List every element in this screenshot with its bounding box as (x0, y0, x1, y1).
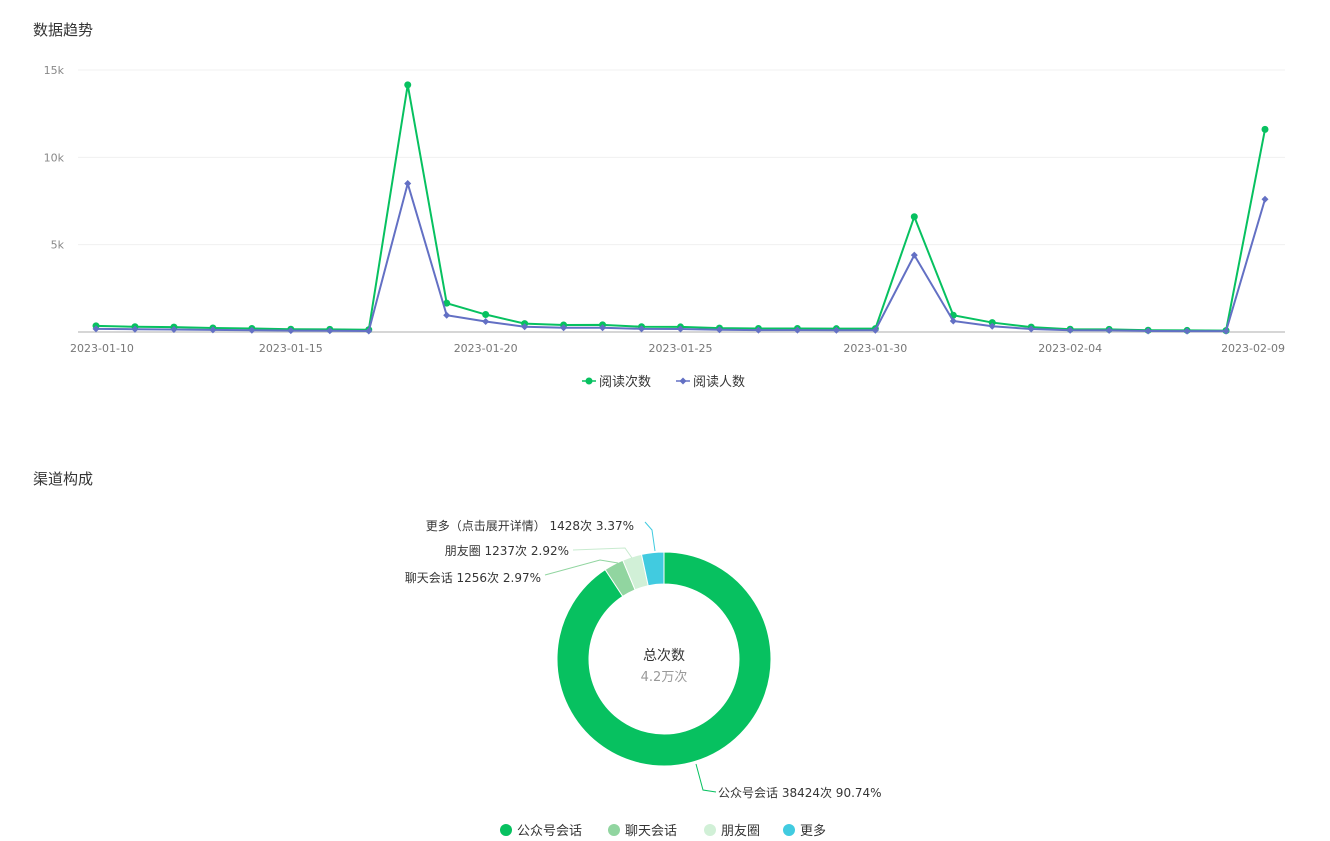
readers-data-point (248, 326, 256, 334)
donut-slice-1 (556, 551, 772, 767)
donut-center-value: 4.2万次 (641, 669, 688, 685)
readers-data-point (92, 325, 100, 333)
readers-data-point (1183, 327, 1191, 335)
x-tick-label: 2023-02-09 (1221, 342, 1285, 355)
readers-data-point (677, 325, 684, 333)
readers-data-point (988, 322, 996, 330)
readers-data-point (404, 180, 412, 188)
reads-data-point (910, 213, 918, 221)
donut-legend-label: 更多 (800, 823, 826, 839)
readers-data-point (599, 324, 607, 332)
readers-data-point (287, 327, 295, 335)
reads-data-point (443, 299, 451, 307)
readers-data-point (910, 251, 918, 259)
y-tick-label: 10k (44, 151, 65, 164)
readers-data-point (1261, 195, 1269, 203)
reads-data-point (482, 311, 490, 319)
legend-label: 阅读人数 (693, 375, 745, 390)
x-tick-label: 2023-01-30 (843, 342, 907, 355)
readers-data-point (1066, 326, 1074, 334)
slice-label: 公众号会话 38424次 90.74% (718, 786, 882, 800)
slice-leader-line (572, 547, 633, 559)
x-tick-label: 2023-01-15 (259, 342, 323, 355)
slice-leader-line (695, 763, 717, 793)
donut-legend-marker (500, 824, 512, 836)
donut-slice-4 (640, 551, 665, 587)
x-tick-label: 2023-02-04 (1038, 342, 1102, 355)
readers-data-point (1144, 327, 1152, 335)
reads-data-point (1261, 125, 1269, 133)
donut-legend-marker (704, 824, 716, 836)
readers-data-point (365, 327, 373, 335)
slice-label: 聊天会话 1256次 2.97% (405, 571, 541, 585)
legend-label: 阅读次数 (599, 374, 651, 390)
readers-data-point (521, 323, 529, 331)
donut-legend-label: 朋友圈 (721, 823, 760, 839)
slice-leader-line (644, 521, 656, 552)
readers-data-point (443, 311, 451, 319)
x-tick-label: 2023-01-25 (649, 342, 713, 355)
readers-data-point (209, 326, 217, 334)
legend-marker (679, 377, 687, 385)
x-tick-label: 2023-01-20 (454, 342, 518, 355)
trend-section-title: 数据趋势 (33, 21, 94, 39)
readers-data-point (560, 324, 568, 332)
trend-line-chart: 5k 10k 15k 2023-01-10 2023-01-15 2023-01-20 20… (44, 64, 1285, 390)
readers-data-point (1027, 325, 1035, 333)
readers-data-point (1105, 326, 1113, 334)
readers-data-point (170, 326, 178, 334)
reads-data-point (988, 319, 996, 327)
donut-center-title: 总次数 (643, 648, 685, 664)
readers-data-point (832, 326, 840, 334)
readers-data-point (1222, 327, 1230, 335)
readers-data-point (793, 326, 801, 334)
donut-legend-marker (608, 824, 620, 836)
y-tick-label: 5k (51, 239, 65, 252)
reads-data-point (404, 81, 412, 89)
readers-data-point (715, 326, 723, 334)
readers-data-point (482, 318, 490, 326)
x-tick-label: 2023-01-10 (70, 342, 134, 355)
readers-data-point (949, 317, 957, 325)
readers-data-point (871, 326, 879, 334)
legend-marker (585, 377, 593, 385)
donut-legend-label: 聊天会话 (625, 824, 677, 839)
donut-legend-label: 公众号会话 (517, 824, 582, 839)
slice-leader-line (544, 559, 619, 576)
readers-data-point (326, 327, 334, 335)
readers-data-point (131, 325, 139, 333)
donut-legend-marker (783, 824, 795, 836)
y-tick-label: 15k (44, 64, 65, 77)
slice-label: 朋友圈 1237次 2.92% (445, 544, 569, 558)
readers-data-point (754, 326, 762, 334)
channel-section-title: 渠道构成 (33, 470, 94, 488)
slice-label: 更多（点击展开详情） 1428次 3.37% (426, 518, 634, 533)
readers-data-point (638, 325, 646, 333)
